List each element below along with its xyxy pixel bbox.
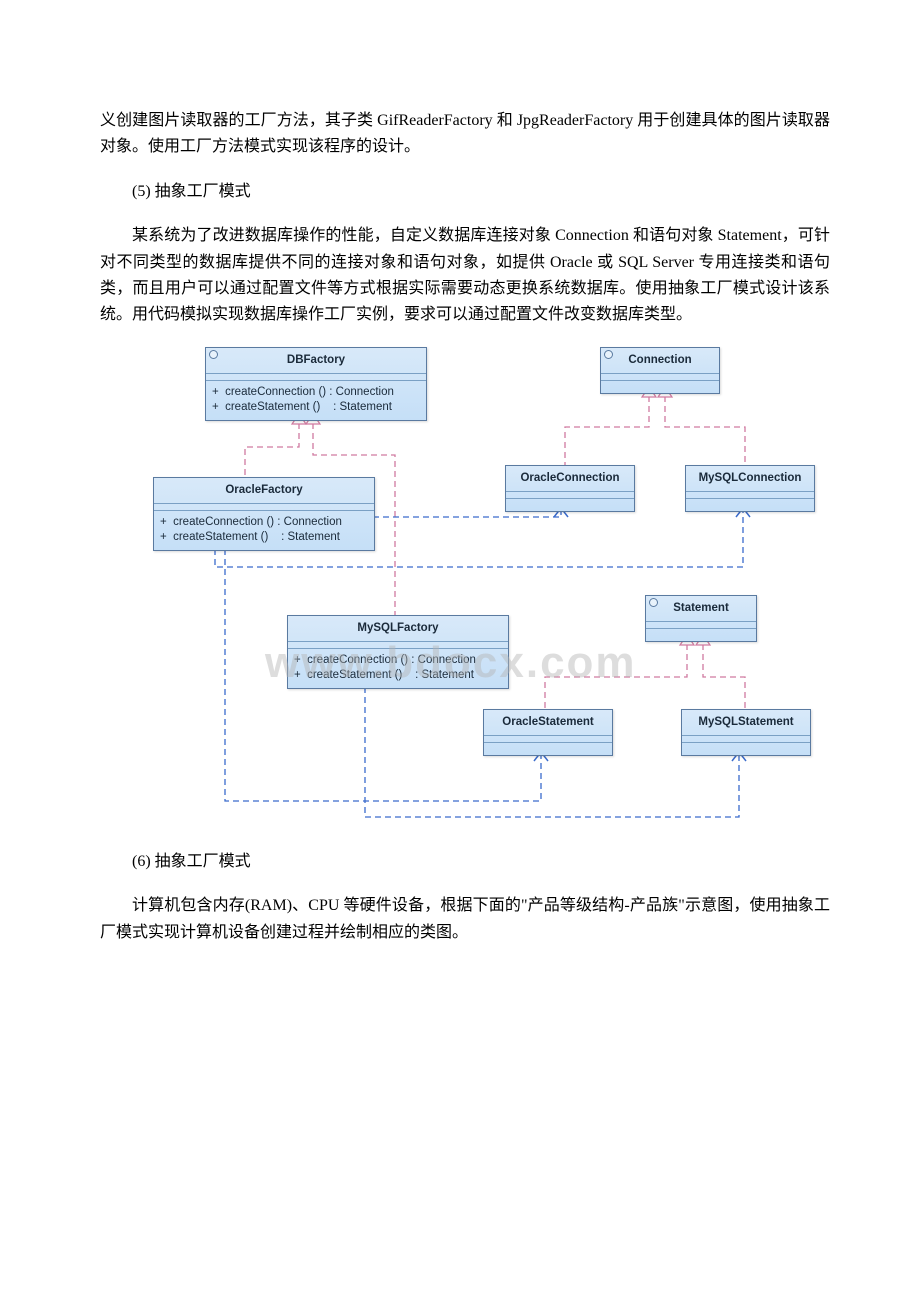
uml-title: Statement <box>646 596 756 622</box>
uml-mysqlfactory: MySQLFactory + createConnection () : Conn… <box>287 615 509 689</box>
paragraph-6: 计算机包含内存(RAM)、CPU 等硬件设备，根据下面的"产品等级结构-产品族"… <box>100 893 830 946</box>
uml-title: MySQLConnection <box>686 466 814 492</box>
heading-6: (6) 抽象工厂模式 <box>100 849 830 875</box>
uml-diagram: DBFactory + createConnection () : Connect… <box>105 347 825 831</box>
uml-title: MySQLStatement <box>682 710 810 736</box>
uml-methods: + createConnection () : Connection + cre… <box>154 511 374 550</box>
uml-title: Connection <box>601 348 719 374</box>
uml-title: OracleConnection <box>506 466 634 492</box>
heading-5: (5) 抽象工厂模式 <box>100 179 830 205</box>
uml-title: DBFactory <box>206 348 426 374</box>
uml-oracleconnection: OracleConnection <box>505 465 635 512</box>
uml-oraclefactory: OracleFactory + createConnection () : Con… <box>153 477 375 551</box>
uml-title: OracleFactory <box>154 478 374 504</box>
paragraph-5: 某系统为了改进数据库操作的性能，自定义数据库连接对象 Connection 和语… <box>100 223 830 329</box>
intro-paragraph: 义创建图片读取器的工厂方法，其子类 GifReaderFactory 和 Jpg… <box>100 108 830 161</box>
uml-title: OracleStatement <box>484 710 612 736</box>
uml-connection: Connection <box>600 347 720 394</box>
uml-title: MySQLFactory <box>288 616 508 642</box>
uml-mysqlconnection: MySQLConnection <box>685 465 815 512</box>
uml-mysqlstatement: MySQLStatement <box>681 709 811 756</box>
uml-dbfactory: DBFactory + createConnection () : Connect… <box>205 347 427 421</box>
uml-methods: + createConnection () : Connection + cre… <box>288 649 508 688</box>
uml-methods: + createConnection () : Connection + cre… <box>206 381 426 420</box>
uml-statement: Statement <box>645 595 757 642</box>
uml-oraclestatement: OracleStatement <box>483 709 613 756</box>
